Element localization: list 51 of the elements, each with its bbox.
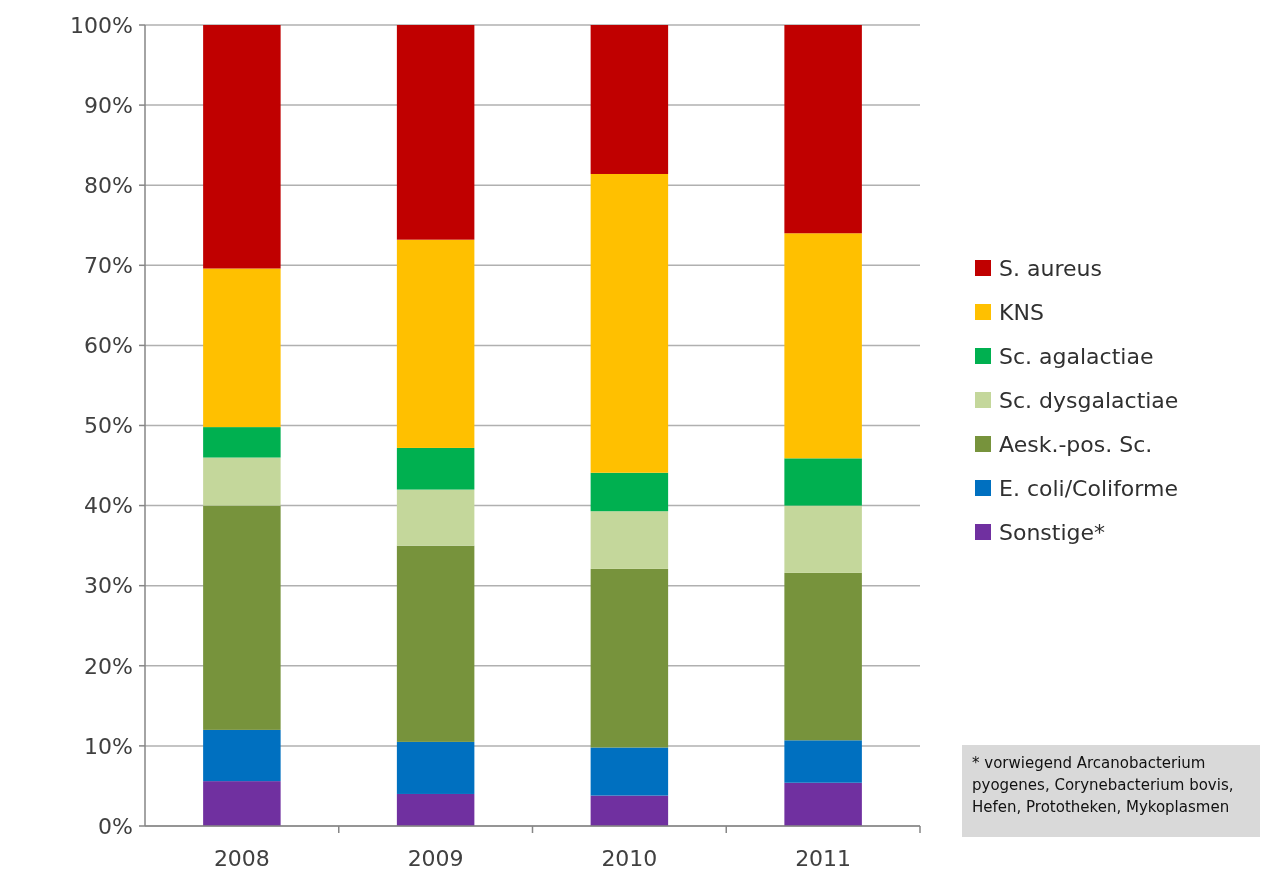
x-tick-label: 2008 xyxy=(213,846,270,871)
bar xyxy=(396,741,475,794)
bar xyxy=(396,25,475,240)
bar xyxy=(784,740,862,783)
bar xyxy=(590,25,669,174)
bar xyxy=(784,505,862,573)
bar xyxy=(396,545,475,742)
y-tick-label: 50% xyxy=(84,413,133,439)
bar xyxy=(590,472,669,512)
bar xyxy=(396,447,475,490)
bar xyxy=(203,25,281,269)
y-tick-label: 30% xyxy=(84,573,133,599)
bar xyxy=(590,747,669,796)
bar xyxy=(590,511,669,569)
bar xyxy=(590,173,669,473)
y-tick-label: 60% xyxy=(84,333,133,359)
bar xyxy=(784,25,862,234)
bar xyxy=(396,793,475,826)
y-tick-label: 80% xyxy=(84,172,133,198)
bar xyxy=(784,233,862,459)
bar xyxy=(203,427,281,458)
bar xyxy=(203,781,281,826)
y-tick-label: 40% xyxy=(84,493,133,519)
legend-label: Sc. agalactiae xyxy=(999,343,1154,369)
y-tick-label: 20% xyxy=(84,653,133,679)
y-tick-label: 90% xyxy=(84,92,133,118)
legend-label: E. coli/Coliforme xyxy=(999,475,1178,501)
x-tick-label: 2011 xyxy=(795,846,852,871)
bar xyxy=(203,729,281,782)
bar xyxy=(590,795,669,826)
bar xyxy=(784,572,862,741)
bar xyxy=(203,268,281,428)
bar xyxy=(784,458,862,506)
legend-label: Sonstige* xyxy=(999,519,1106,545)
legend-label: Aesk.-pos. Sc. xyxy=(999,431,1153,457)
bar xyxy=(203,505,281,730)
legend-label: Sc. dysgalactiae xyxy=(999,387,1179,413)
y-tick-label: 0% xyxy=(98,813,133,839)
bar xyxy=(396,489,475,546)
bar xyxy=(203,457,281,506)
bar xyxy=(396,239,475,448)
y-tick-label: 100% xyxy=(70,12,133,38)
y-tick-label: 70% xyxy=(84,253,133,278)
bar xyxy=(784,782,862,826)
text: * vorwiegend Arcanobacterium pyogenes, Corynebacterium bovis, Hefen, Prototheken, Mykoplasmen xyxy=(972,754,1234,816)
legend-label: S. aureus xyxy=(999,255,1102,281)
legend-label: KNS xyxy=(999,299,1044,325)
y-tick-label: 10% xyxy=(84,733,133,759)
x-tick-label: 2010 xyxy=(601,846,658,871)
x-tick-label: 2009 xyxy=(407,846,464,871)
bar xyxy=(590,568,669,748)
